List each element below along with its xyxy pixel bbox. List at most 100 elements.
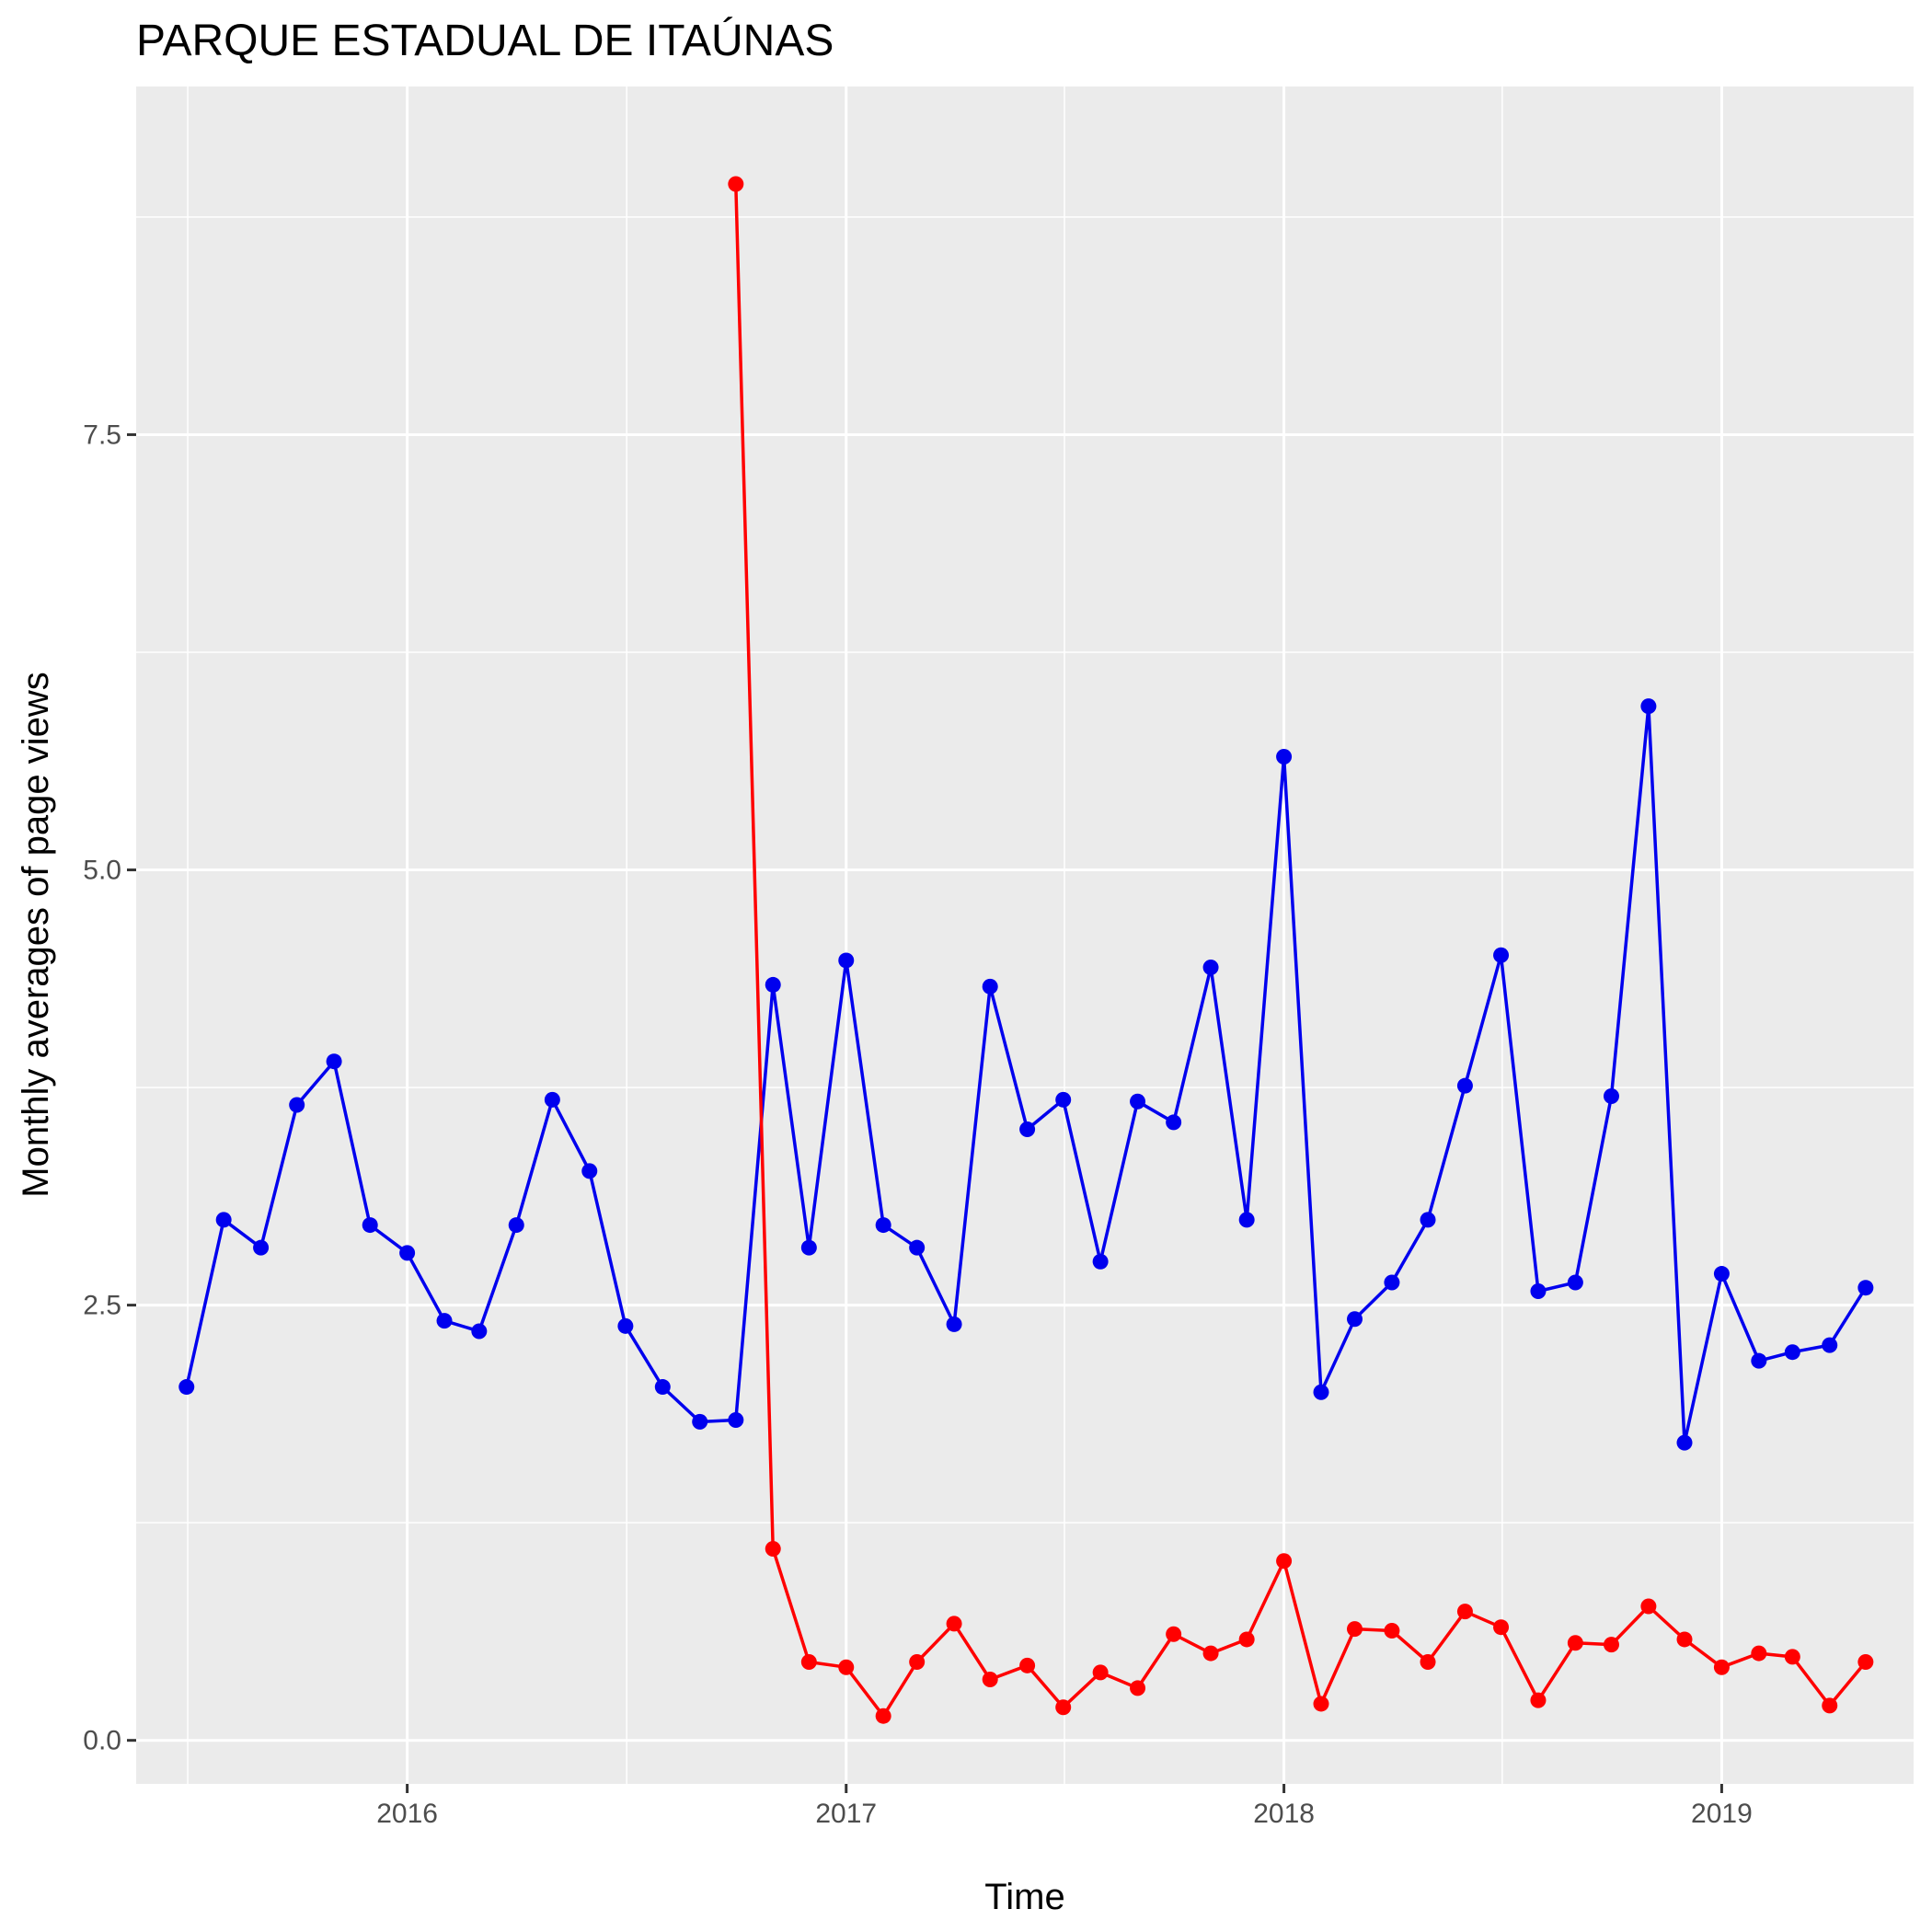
data-point: [617, 1317, 634, 1334]
data-point: [1530, 1282, 1547, 1299]
data-point: [1202, 960, 1219, 976]
series-line: [734, 183, 1868, 1718]
data-point: [1055, 1091, 1072, 1108]
data-point: [982, 978, 998, 995]
data-point: [838, 1659, 855, 1675]
x-tick-label: 2019: [1691, 1799, 1753, 1829]
data-point: [1130, 1093, 1146, 1110]
data-point: [728, 176, 744, 192]
x-axis-title: Time: [984, 1877, 1064, 1917]
series-2: [728, 176, 1874, 1724]
data-point: [1493, 947, 1510, 963]
data-point: [1456, 1077, 1473, 1094]
x-tick-label: 2017: [815, 1799, 877, 1829]
data-point: [1822, 1697, 1838, 1714]
data-point: [1384, 1622, 1400, 1639]
data-point: [692, 1413, 708, 1430]
data-point: [1822, 1337, 1838, 1353]
data-point: [215, 1212, 232, 1228]
y-tick-label: 0.0: [83, 1726, 121, 1756]
data-point: [946, 1316, 962, 1332]
data-point: [1055, 1699, 1072, 1716]
data-point: [362, 1217, 378, 1234]
series-layer: [178, 176, 1874, 1724]
data-point: [765, 976, 781, 993]
data-point: [1019, 1657, 1036, 1673]
data-point: [1857, 1654, 1874, 1671]
data-point: [436, 1313, 453, 1329]
data-point: [1784, 1649, 1800, 1665]
data-point: [1313, 1384, 1329, 1400]
data-point: [1420, 1654, 1436, 1671]
data-point: [471, 1323, 488, 1340]
data-point: [1530, 1692, 1547, 1708]
data-point: [909, 1654, 926, 1671]
data-point: [289, 1097, 305, 1113]
chart-title: PARQUE ESTADUAL DE ITAÚNAS: [136, 16, 834, 65]
y-axis-title: Monthly averages of page views: [16, 672, 56, 1197]
data-point: [1347, 1621, 1363, 1638]
data-point: [1276, 749, 1293, 765]
major-gridlines: [136, 86, 1914, 1784]
data-point: [875, 1708, 891, 1724]
minor-gridlines: [136, 86, 1914, 1784]
data-point: [1092, 1664, 1109, 1681]
data-point: [1493, 1619, 1510, 1636]
data-point: [838, 952, 855, 969]
x-tick-label: 2016: [376, 1799, 438, 1829]
data-point: [1166, 1626, 1182, 1642]
data-point: [1603, 1088, 1619, 1105]
y-tick-label: 7.5: [83, 420, 121, 450]
data-point: [326, 1053, 342, 1070]
data-point: [581, 1163, 598, 1179]
data-point: [765, 1541, 781, 1558]
series-1: [178, 698, 1874, 1451]
data-point: [654, 1379, 671, 1396]
data-point: [1130, 1680, 1146, 1696]
data-point: [1313, 1696, 1329, 1712]
data-point: [909, 1239, 926, 1256]
data-point: [875, 1217, 891, 1234]
data-point: [1640, 1598, 1657, 1615]
y-tick-label: 5.0: [83, 856, 121, 886]
data-point: [508, 1217, 524, 1234]
data-point: [1676, 1434, 1693, 1451]
data-point: [1019, 1121, 1036, 1137]
data-point: [1676, 1631, 1693, 1648]
data-point: [253, 1239, 270, 1256]
data-point: [728, 1412, 744, 1429]
data-point: [1751, 1645, 1767, 1662]
data-point: [1420, 1212, 1436, 1228]
x-axis: 2016 2017 2018 2019: [376, 1784, 1753, 1829]
data-point: [1751, 1352, 1767, 1369]
data-point: [544, 1091, 560, 1108]
data-point: [1857, 1280, 1874, 1296]
data-point: [800, 1654, 817, 1671]
data-point: [982, 1671, 998, 1687]
data-point: [800, 1239, 817, 1256]
data-point: [1784, 1344, 1800, 1361]
data-point: [1238, 1631, 1255, 1648]
data-point: [1713, 1266, 1730, 1282]
data-point: [399, 1245, 416, 1261]
data-point: [1640, 698, 1657, 715]
y-tick-label: 2.5: [83, 1291, 121, 1321]
data-point: [178, 1379, 195, 1396]
data-point: [1202, 1645, 1219, 1662]
data-point: [1603, 1637, 1619, 1653]
x-tick-label: 2018: [1253, 1799, 1315, 1829]
data-point: [1567, 1635, 1583, 1651]
data-point: [1713, 1659, 1730, 1675]
data-point: [1276, 1553, 1293, 1570]
data-point: [946, 1616, 962, 1632]
data-point: [1092, 1253, 1109, 1270]
data-point: [1347, 1311, 1363, 1328]
data-point: [1567, 1274, 1583, 1291]
data-point: [1456, 1604, 1473, 1620]
data-point: [1384, 1274, 1400, 1291]
y-axis: 0.0 2.5 5.0 7.5: [83, 420, 136, 1756]
data-point: [1166, 1114, 1182, 1131]
plot-panel: [136, 86, 1914, 1784]
data-point: [1238, 1212, 1255, 1228]
